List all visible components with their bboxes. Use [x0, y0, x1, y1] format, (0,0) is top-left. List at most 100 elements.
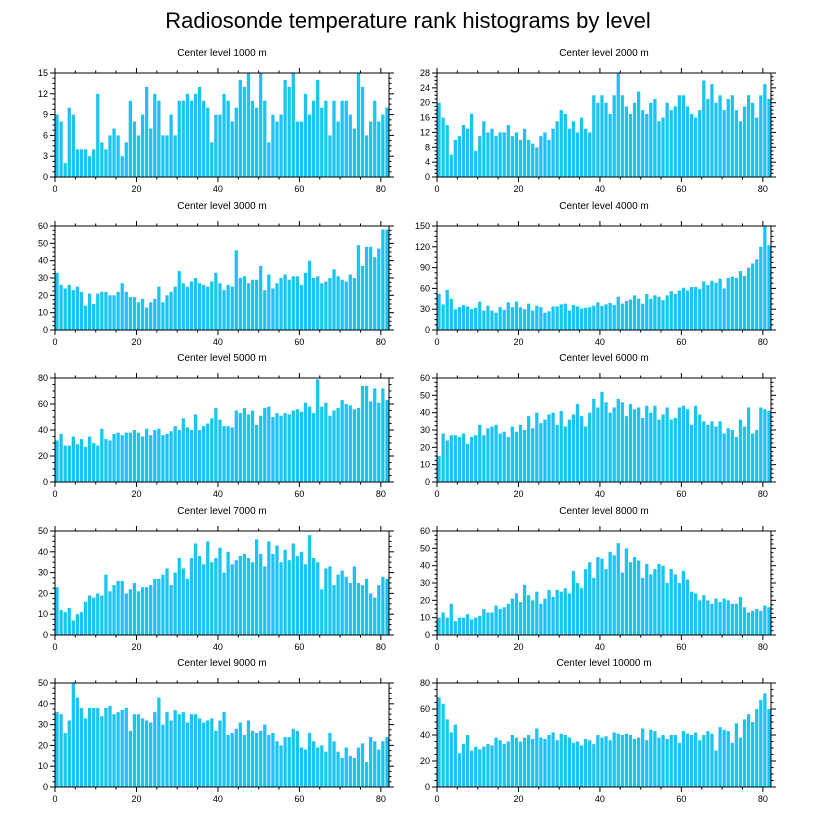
bar — [132, 583, 137, 635]
bar — [108, 705, 112, 787]
bar — [193, 93, 198, 177]
bar — [63, 163, 67, 177]
bar — [336, 276, 340, 330]
bar — [706, 99, 710, 177]
bar — [698, 289, 702, 330]
bar — [157, 286, 161, 330]
bar — [348, 583, 352, 635]
panel-title: Center level 8000 m — [559, 506, 649, 517]
x-tick-label: 40 — [213, 642, 223, 652]
bar — [531, 143, 535, 177]
bar — [316, 562, 320, 635]
bar — [722, 729, 726, 787]
bar — [730, 276, 734, 330]
bar — [636, 91, 641, 177]
y-tick-label: 8 — [425, 142, 430, 152]
bar — [271, 553, 275, 635]
figure-title: Radiosonde temperature rank histograms b… — [165, 8, 651, 33]
bar — [763, 226, 767, 330]
bar — [299, 411, 304, 482]
bar — [100, 428, 104, 482]
bar — [608, 302, 612, 330]
bar — [87, 436, 92, 482]
bar — [295, 121, 299, 177]
bar — [83, 601, 88, 635]
y-tick-label: 40 — [38, 547, 48, 557]
bar — [206, 720, 210, 787]
panel-title: Center level 6000 m — [559, 353, 649, 364]
bar — [189, 430, 194, 482]
bar — [628, 299, 633, 330]
bar — [559, 733, 563, 787]
x-tick-label: 60 — [294, 642, 304, 652]
bar — [547, 139, 551, 177]
bar — [734, 278, 739, 330]
histogram-panel-9: Center level 9000 m 0 10 20 30 40 50 0 20 40 60 80 — [38, 658, 394, 804]
bar — [751, 722, 755, 787]
bar — [673, 293, 677, 330]
bar — [596, 102, 600, 177]
bar — [218, 720, 222, 787]
bar — [369, 121, 373, 177]
bar — [478, 136, 482, 177]
bar — [336, 407, 340, 482]
bar — [312, 413, 316, 482]
bar — [555, 589, 559, 635]
bar — [340, 100, 344, 177]
bar — [283, 549, 287, 635]
bar — [352, 566, 357, 635]
bar — [55, 712, 59, 787]
bar — [112, 295, 116, 330]
bar — [486, 428, 490, 482]
bar — [551, 306, 555, 330]
bar — [124, 707, 128, 787]
bar — [531, 310, 535, 330]
bar — [730, 603, 734, 635]
bar — [161, 724, 165, 787]
bar — [238, 555, 242, 635]
bar — [636, 407, 641, 482]
bar — [55, 587, 59, 635]
bar — [100, 291, 104, 330]
bar — [291, 543, 295, 635]
panel-title: Center level 5000 m — [177, 353, 267, 364]
bar — [149, 128, 153, 177]
bar — [67, 607, 71, 635]
bar — [555, 424, 559, 482]
bar — [457, 753, 462, 787]
bar — [87, 293, 92, 330]
bar — [332, 100, 336, 177]
bar — [694, 732, 698, 787]
bar — [742, 719, 747, 787]
bar — [324, 281, 328, 330]
bar — [222, 290, 226, 330]
bar — [153, 298, 157, 330]
bar — [645, 563, 649, 635]
bar — [706, 424, 710, 482]
bar — [441, 703, 445, 787]
bar — [616, 543, 620, 635]
bar — [579, 308, 584, 330]
y-tick-label: 40 — [38, 256, 48, 266]
bar — [140, 114, 145, 177]
x-tick-label: 80 — [758, 794, 768, 804]
bar — [356, 73, 361, 177]
bar — [124, 593, 128, 635]
bar — [287, 560, 291, 635]
bar — [539, 423, 543, 482]
bar — [128, 589, 132, 635]
y-tick-label: 20 — [38, 740, 48, 750]
bar — [726, 731, 730, 787]
bar — [238, 278, 242, 330]
bar — [263, 566, 267, 635]
bar — [510, 735, 514, 787]
bar — [328, 566, 332, 635]
bar — [120, 283, 124, 330]
bar — [445, 719, 449, 787]
bar — [730, 95, 734, 177]
bar — [230, 121, 234, 177]
bar — [263, 724, 267, 787]
bar — [571, 742, 576, 787]
bar — [449, 298, 453, 330]
bar — [575, 132, 580, 177]
